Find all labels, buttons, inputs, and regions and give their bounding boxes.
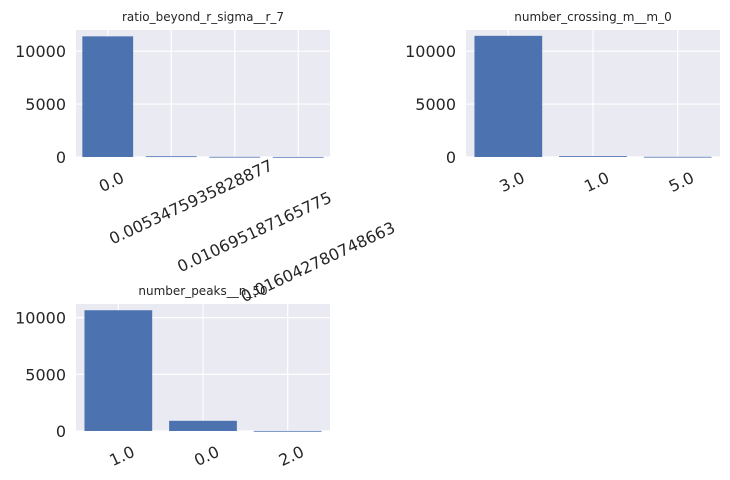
x-tick-label: 1.0: [581, 168, 612, 196]
bar: [474, 35, 543, 158]
bar: [272, 156, 324, 158]
bar: [169, 420, 237, 431]
chart-title: ratio_beyond_r_sigma__r_7: [122, 10, 284, 24]
y-tick-label: 0: [446, 148, 456, 167]
chart-title: number_peaks__n_50: [138, 284, 267, 298]
x-tick-label: 0.0: [191, 442, 222, 470]
subplot-number-crossing: 0 5000 10000 3.0 1.0 5.0 number_crossing_m__…: [405, 10, 720, 196]
y-tick-label: 5000: [415, 95, 456, 114]
bar: [84, 310, 153, 431]
bar: [145, 156, 197, 158]
bars: [474, 35, 712, 158]
y-tick-label: 10000: [405, 42, 456, 61]
x-tick-labels: 1.0 0.0 2.0: [106, 442, 306, 470]
y-tick-label: 10000: [15, 42, 66, 61]
bars: [82, 36, 324, 158]
chart-title: number_crossing_m__m_0: [514, 10, 672, 24]
y-tick-label: 10000: [15, 309, 66, 328]
x-tick-label: 0.0: [96, 168, 127, 196]
bar: [209, 156, 261, 158]
bar: [253, 430, 322, 432]
x-tick-label: 2.0: [276, 442, 307, 470]
y-tick-label: 5000: [25, 365, 66, 384]
bar: [82, 36, 134, 157]
y-tick-label: 0: [56, 422, 66, 441]
bar: [643, 156, 712, 158]
x-tick-labels: 3.0 1.0 5.0: [496, 168, 696, 196]
y-tick-label: 0: [56, 148, 66, 167]
bar: [559, 156, 627, 157]
bars: [84, 310, 322, 432]
x-tick-label: 1.0: [106, 442, 137, 470]
y-tick-labels: 0 5000 10000: [15, 42, 66, 167]
y-tick-label: 5000: [25, 95, 66, 114]
y-tick-labels: 0 5000 10000: [405, 42, 456, 167]
y-tick-labels: 0 5000 10000: [15, 309, 66, 441]
subplot-number-peaks: 0 5000 10000 1.0 0.0 2.0 number_peaks__n_50: [15, 284, 330, 470]
x-tick-label: 5.0: [666, 168, 697, 196]
x-tick-label: 3.0: [496, 168, 527, 196]
